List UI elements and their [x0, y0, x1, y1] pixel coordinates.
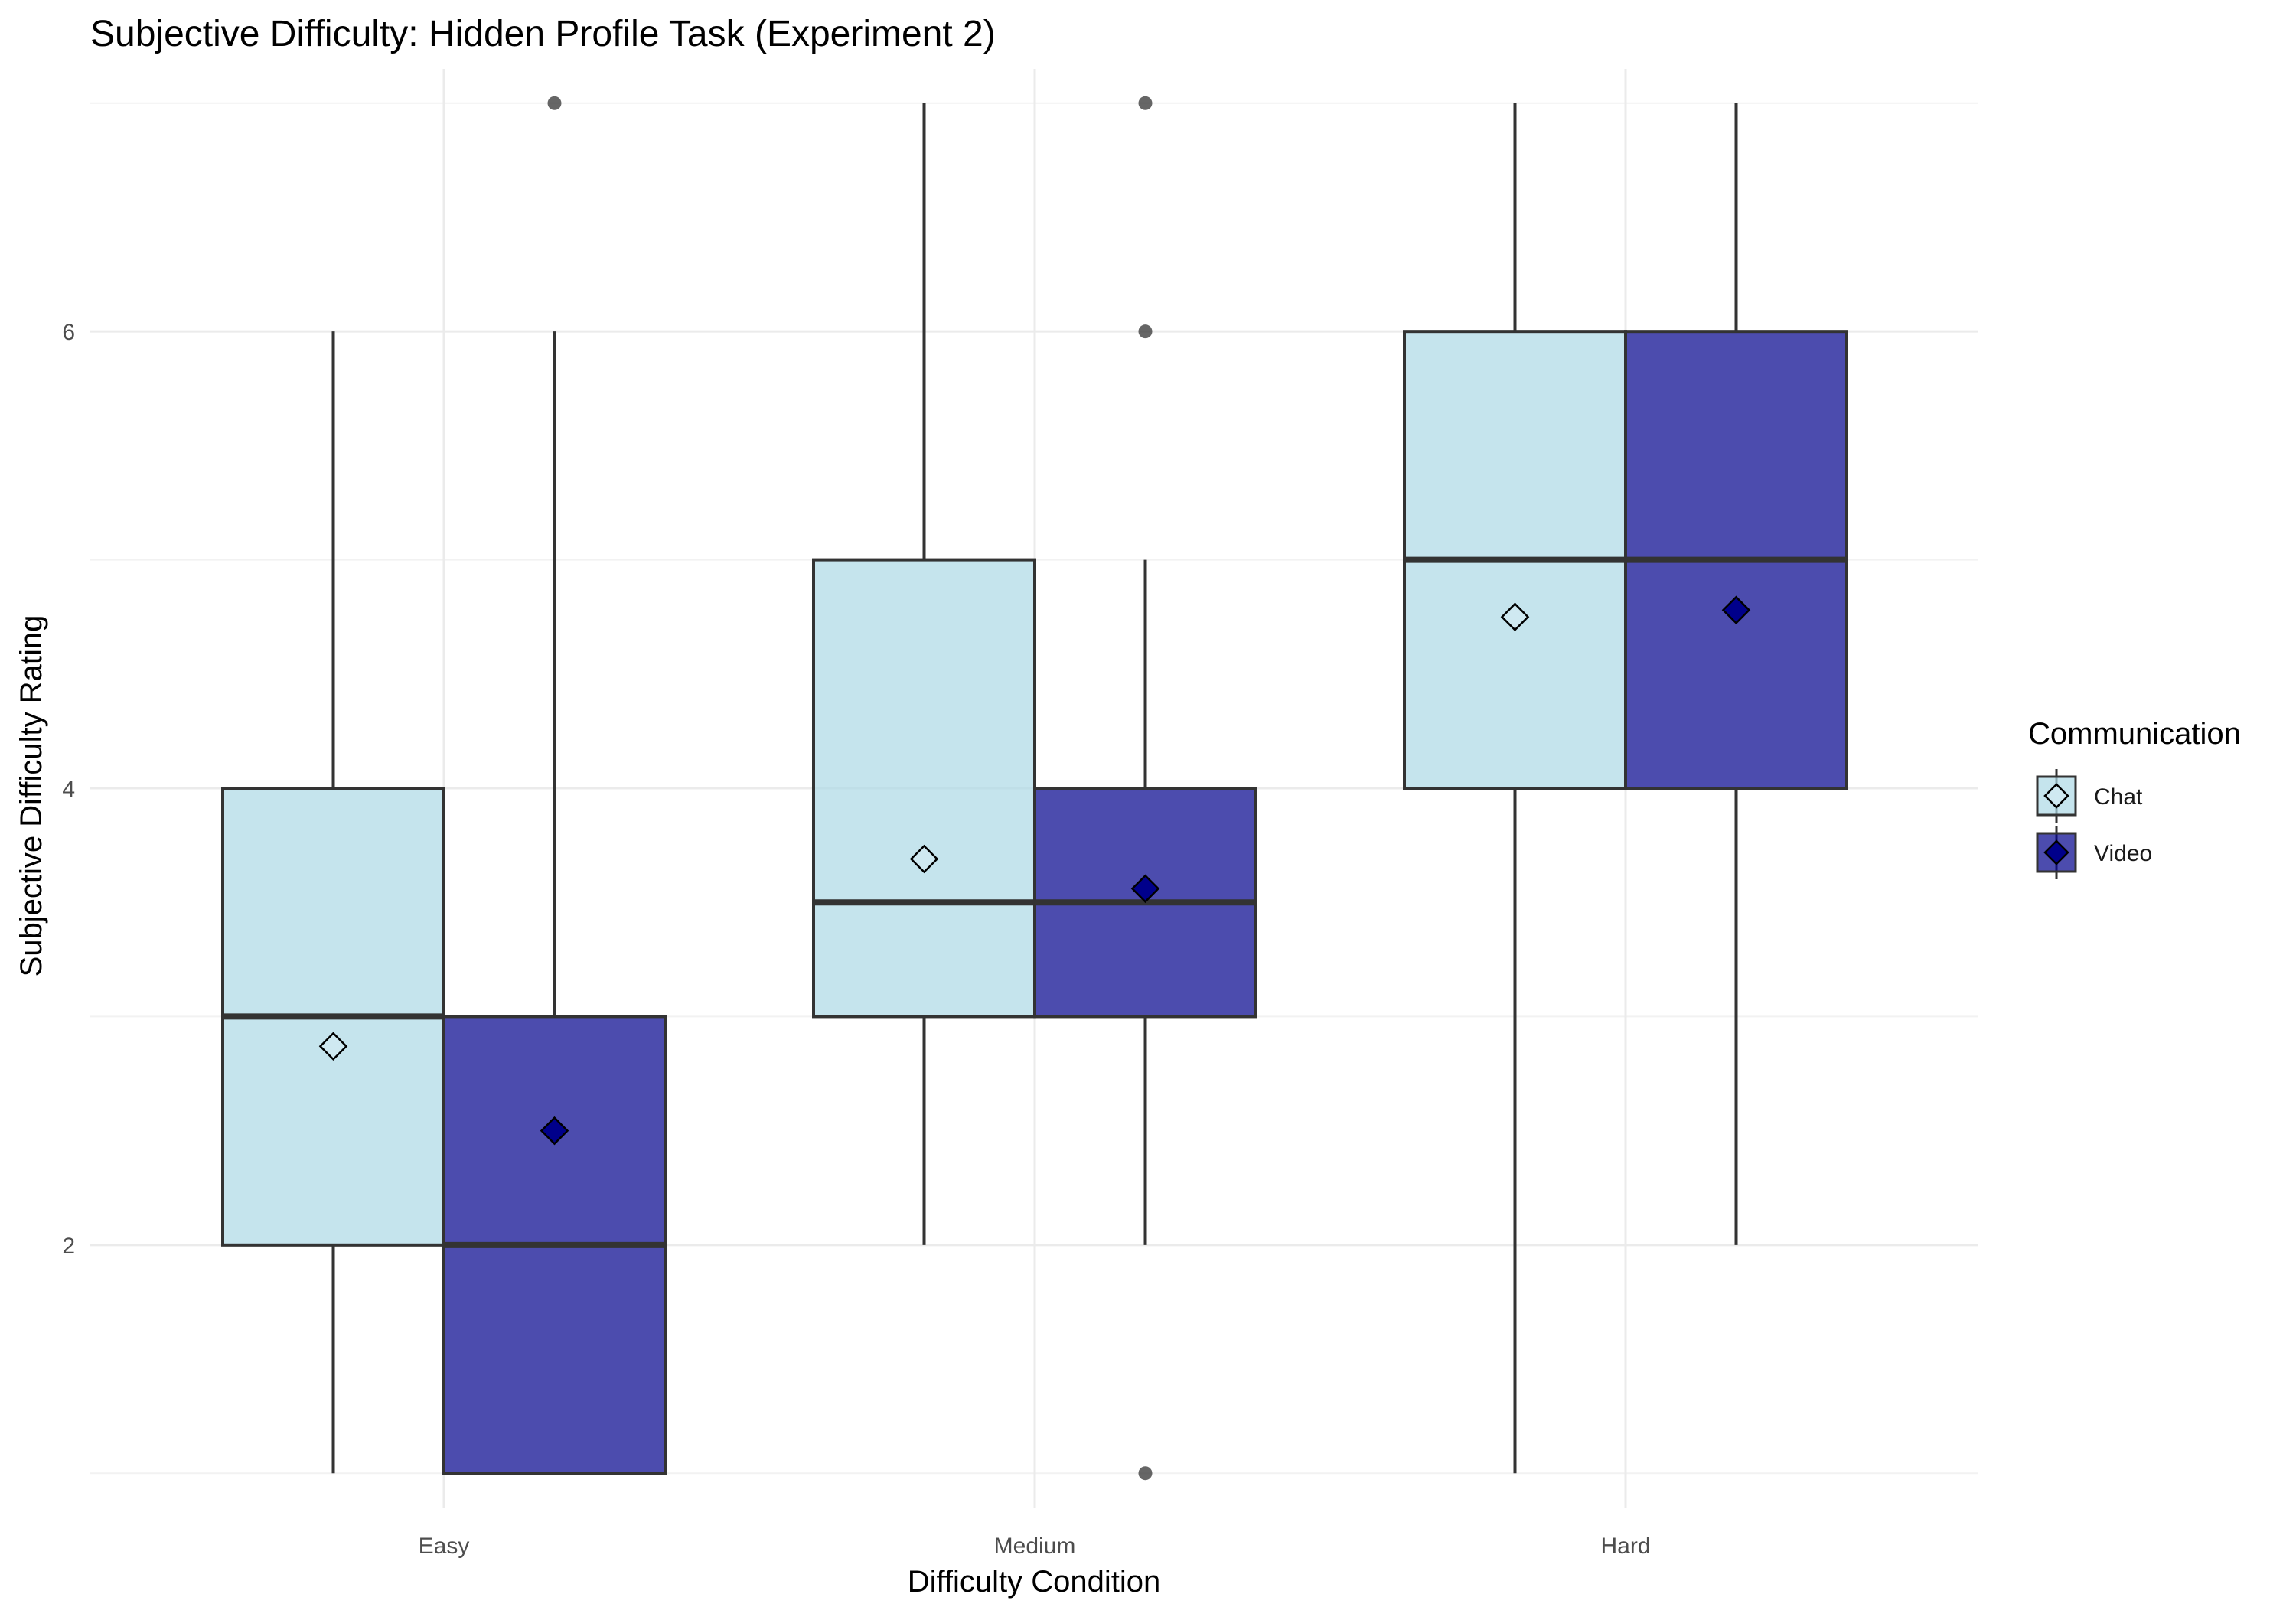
outlier-point	[1138, 96, 1153, 110]
box-groups	[221, 96, 1848, 1481]
x-tick-label-hard: Hard	[1600, 1534, 1650, 1559]
outlier-point	[1138, 1466, 1153, 1481]
mean-marker	[909, 844, 939, 874]
box-chat-hard	[1403, 103, 1627, 1474]
legend-label: Video	[2094, 841, 2152, 866]
legend-item-chat: Chat	[2036, 769, 2143, 823]
mean-marker	[1130, 874, 1160, 904]
outlier-point	[547, 96, 562, 110]
box-iqr	[812, 558, 1036, 1019]
mean-marker	[318, 1032, 348, 1061]
mean-marker	[1500, 602, 1530, 631]
x-axis-title: Difficulty Condition	[908, 1565, 1161, 1599]
y-tick-label: 6	[62, 320, 75, 345]
x-tick-label-easy: Easy	[419, 1534, 470, 1559]
mean-marker	[540, 1116, 569, 1146]
y-axis-title: Subjective Difficulty Rating	[15, 615, 48, 977]
x-tick-label-medium: Medium	[994, 1534, 1076, 1559]
legend-key-diamond	[2043, 839, 2069, 865]
x-tick-labels: Easy Medium Hard	[419, 1534, 1651, 1559]
y-tick-labels: 2 4 6	[62, 320, 75, 1259]
box-video-medium	[1033, 96, 1257, 1481]
mean-marker	[1721, 595, 1751, 625]
legend: Communication Chat Video	[2028, 717, 2241, 879]
box-video-hard	[1624, 103, 1848, 1245]
y-tick-label: 2	[62, 1234, 75, 1259]
legend-title: Communication	[2028, 717, 2241, 751]
legend-label: Chat	[2094, 784, 2143, 810]
legend-key-diamond	[2043, 783, 2069, 809]
chart-title: Subjective Difficulty: Hidden Profile Ta…	[90, 14, 996, 54]
box-chat-easy	[221, 331, 445, 1474]
box-chat-medium	[812, 103, 1036, 1245]
legend-item-video: Video	[2036, 826, 2152, 879]
y-tick-label: 4	[62, 777, 75, 802]
box-video-easy	[442, 96, 667, 1475]
outlier-point	[1138, 324, 1153, 339]
